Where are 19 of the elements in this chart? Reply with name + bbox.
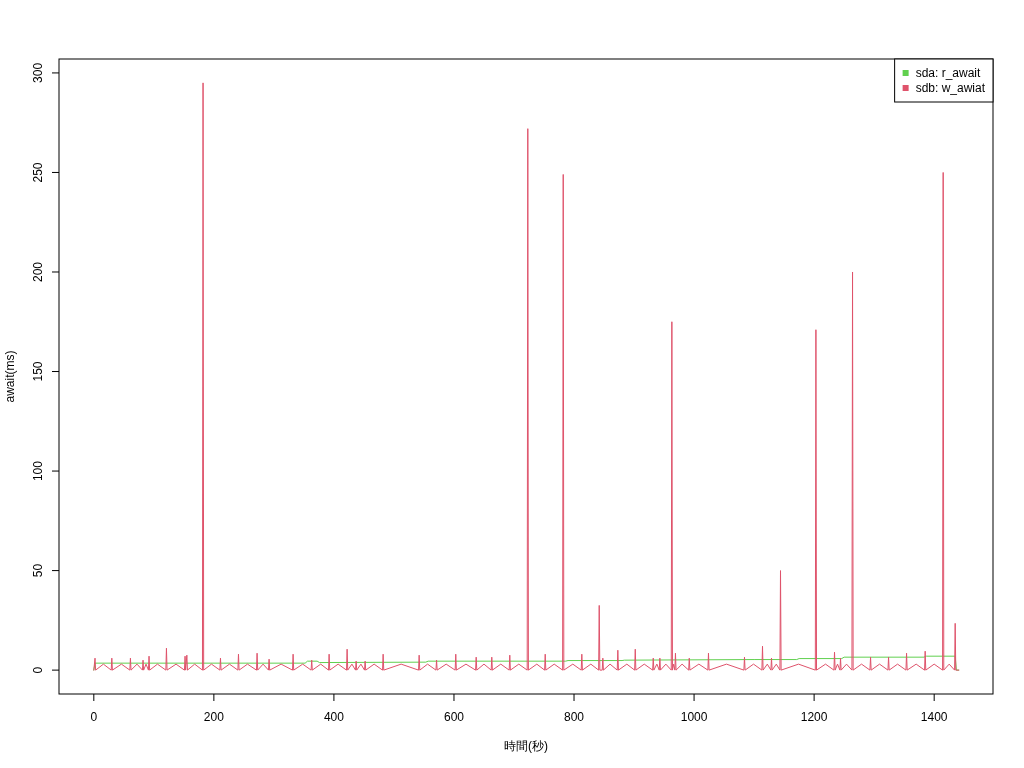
x-axis-title: 時間(秒) [504,739,548,753]
x-tick-label: 200 [203,710,225,724]
y-tick-label: 200 [31,261,45,283]
x-tick-label: 1000 [680,710,708,724]
x-tick-label: 1200 [800,710,828,724]
y-tick-label: 150 [31,361,45,382]
y-tick-label: 0 [31,666,45,674]
y-tick-label: 300 [31,62,45,83]
y-axis-title: await(ms) [3,350,17,403]
y-tick-label: 100 [31,460,45,482]
x-tick-label: 800 [564,710,585,724]
y-tick-label: 50 [31,563,45,578]
legend-label: sdb: w_awiat [915,81,986,95]
x-tick-label: 400 [323,710,345,724]
x-tick-label: 600 [443,710,465,724]
x-tick-label: 0 [90,710,98,724]
y-tick-label: 250 [31,162,45,183]
x-tick-label: 1400 [920,710,948,724]
legend-label: sda: r_await [915,66,981,80]
